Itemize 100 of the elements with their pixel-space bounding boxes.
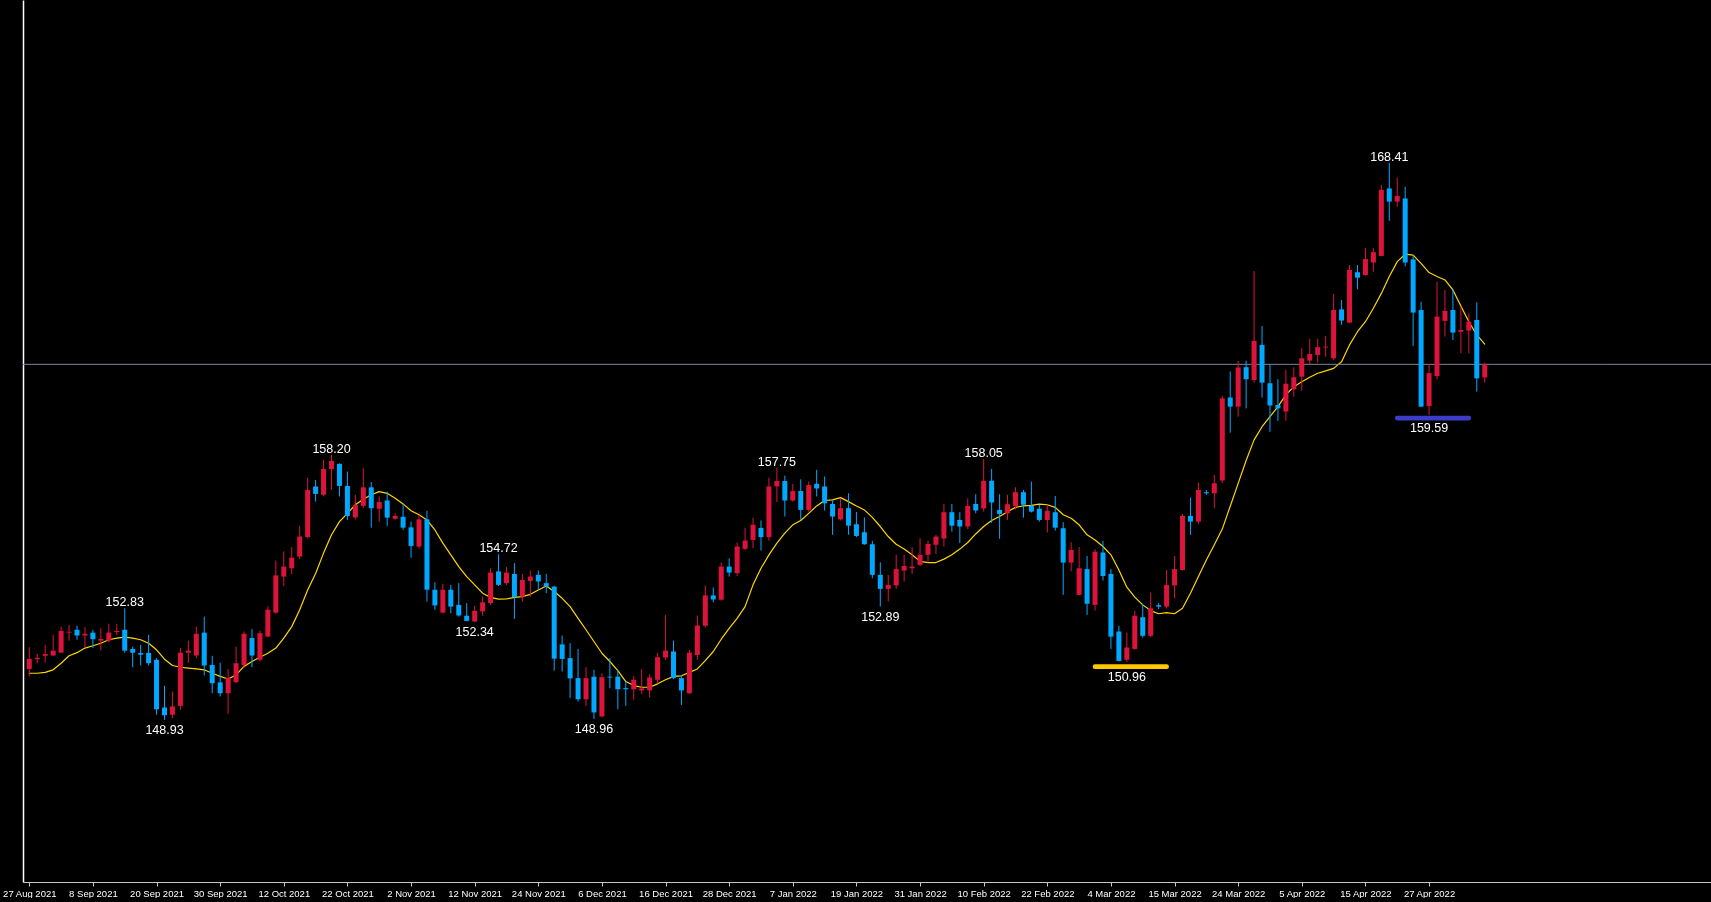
candlestick xyxy=(225,668,231,715)
candlestick xyxy=(209,655,215,694)
candlestick xyxy=(1450,289,1456,341)
candlestick xyxy=(368,481,374,529)
annotation: 148.93 xyxy=(145,722,184,737)
candlestick xyxy=(1386,162,1392,222)
candlestick xyxy=(130,646,136,668)
candlestick xyxy=(138,644,144,667)
candlestick xyxy=(408,521,414,559)
candlestick xyxy=(1482,362,1488,384)
x-tick-label: 2 Nov 2021 xyxy=(387,887,436,899)
candlestick xyxy=(1140,603,1146,638)
x-tick-label: 28 Dec 2021 xyxy=(702,887,757,899)
candlestick xyxy=(893,554,899,590)
candlestick xyxy=(50,634,56,657)
candlestick xyxy=(877,561,883,608)
x-tick-label: 22 Oct 2021 xyxy=(322,887,374,899)
candlestick xyxy=(233,646,239,684)
candlestick xyxy=(162,685,167,721)
candlestick xyxy=(58,626,64,654)
candlestick xyxy=(392,512,398,521)
candlestick xyxy=(663,614,669,661)
candlestick xyxy=(1243,360,1249,409)
candlestick xyxy=(1227,370,1233,434)
candlestick xyxy=(726,557,732,578)
candlestick xyxy=(639,668,645,695)
candlestick xyxy=(782,475,788,517)
candlestick xyxy=(1052,495,1058,532)
annotation: 150.96 xyxy=(1107,669,1146,684)
annotation: 159.59 xyxy=(1409,421,1449,436)
candlestick xyxy=(830,499,836,536)
candlestick xyxy=(973,493,979,514)
candlestick xyxy=(169,691,175,719)
candlestick xyxy=(607,657,613,689)
candlestick xyxy=(1172,555,1178,599)
annotation: 152.83 xyxy=(105,595,144,610)
candlestick xyxy=(26,646,32,677)
candlestick xyxy=(997,493,1003,540)
x-tick-label: 15 Mar 2022 xyxy=(1148,887,1202,899)
candlestick xyxy=(949,503,955,533)
candlestick xyxy=(989,468,995,524)
candlestick xyxy=(1012,486,1018,510)
candlestick xyxy=(615,669,621,710)
candlestick xyxy=(535,570,541,591)
annotation: 157.75 xyxy=(757,454,797,469)
candlestick xyxy=(400,503,406,531)
annotation: 152.34 xyxy=(455,625,494,640)
candlestick xyxy=(1005,494,1011,521)
candlestick xyxy=(1370,247,1376,273)
candlestick xyxy=(742,527,748,551)
annotation: 168.41 xyxy=(1370,149,1409,164)
candlestick xyxy=(1307,338,1313,365)
candlestick xyxy=(1044,504,1050,534)
candlestick xyxy=(185,640,191,664)
candlestick xyxy=(965,497,971,530)
candlestick xyxy=(297,525,303,560)
candlestick xyxy=(559,634,565,673)
annotation: 148.96 xyxy=(574,722,614,737)
candlestick xyxy=(933,534,939,555)
candlestick xyxy=(575,648,581,703)
candlestick xyxy=(384,491,390,527)
candlestick xyxy=(1028,481,1034,513)
candlestick xyxy=(822,475,828,511)
candlestick xyxy=(336,462,342,497)
candlestick xyxy=(885,574,891,602)
candlestick xyxy=(527,570,533,598)
candlestick xyxy=(217,662,223,697)
candlestick xyxy=(106,623,112,643)
x-tick-label: 20 Sep 2021 xyxy=(130,887,184,899)
candlestick xyxy=(360,467,366,509)
candlestick xyxy=(193,626,199,659)
annotation: 158.05 xyxy=(964,446,1003,461)
x-tick-label: 12 Oct 2021 xyxy=(258,887,311,899)
candlestick xyxy=(1458,306,1464,354)
candlestick xyxy=(329,454,335,491)
x-tick-label: 15 Apr 2022 xyxy=(1340,887,1392,899)
candlestick xyxy=(1466,312,1472,354)
candlestick xyxy=(122,607,128,654)
candlestick xyxy=(1442,289,1448,338)
candlestick xyxy=(1299,347,1305,392)
x-tick-label: 4 Mar 2022 xyxy=(1087,887,1136,899)
candlestick xyxy=(289,546,295,575)
candlestick xyxy=(957,511,963,544)
candlestick xyxy=(456,582,462,618)
candlestick xyxy=(249,628,255,668)
candlestick xyxy=(281,550,287,587)
candlestick xyxy=(774,467,780,503)
x-tick-label: 24 Mar 2022 xyxy=(1212,887,1266,899)
candlestick xyxy=(1164,569,1170,610)
candlestick xyxy=(98,627,104,652)
annotation: 158.20 xyxy=(312,441,351,456)
candlestick xyxy=(1291,366,1297,398)
x-tick-label: 10 Feb 2022 xyxy=(957,887,1011,899)
annotation: 154.72 xyxy=(479,541,518,556)
candlestick xyxy=(1124,632,1130,663)
x-tick-label: 30 Sep 2021 xyxy=(193,887,248,899)
x-tick-label: 31 Jan 2022 xyxy=(894,887,947,899)
candlestick xyxy=(376,495,382,523)
candlestick xyxy=(1068,541,1074,572)
candlestick xyxy=(917,537,923,567)
